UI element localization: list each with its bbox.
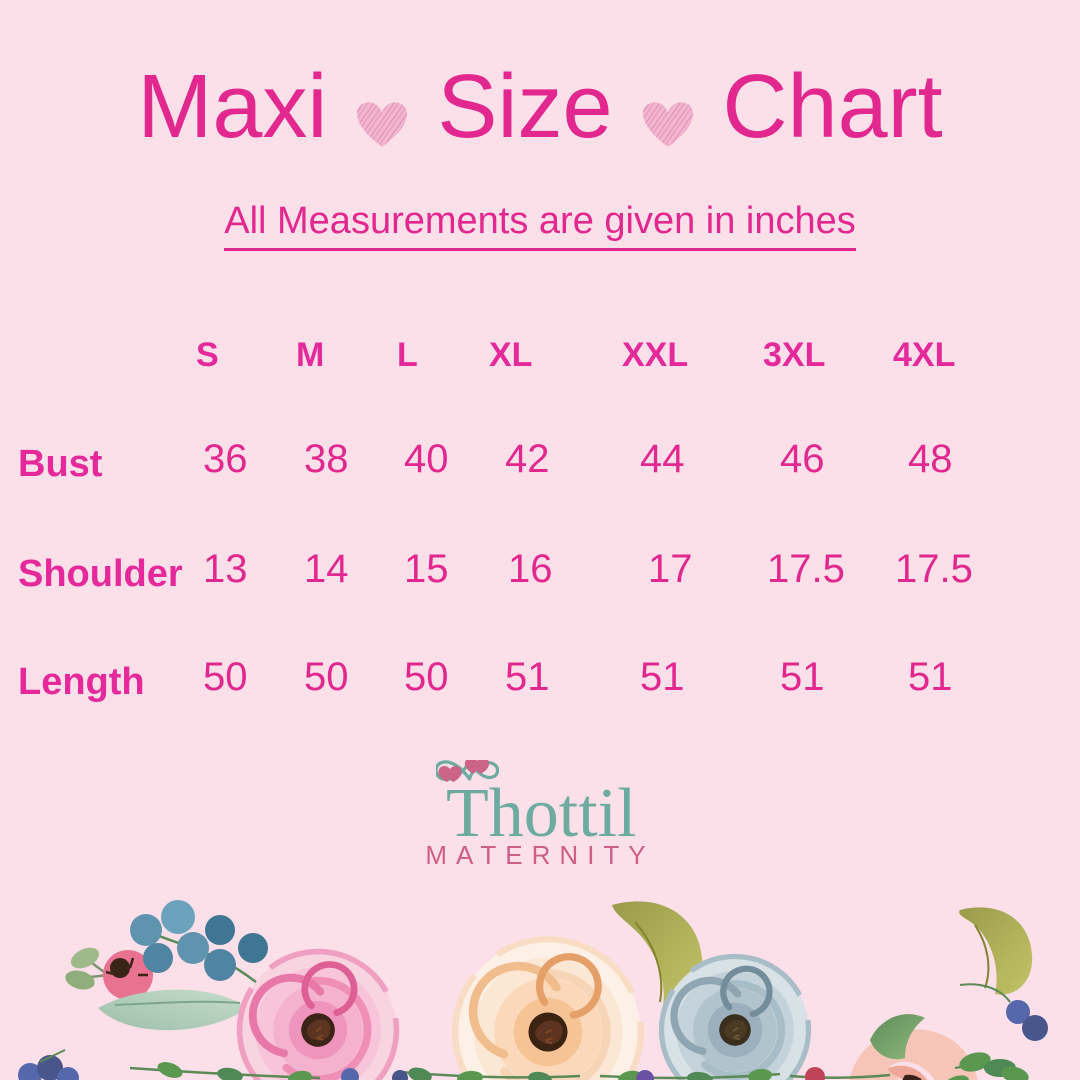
svg-text:Thottil: Thottil <box>446 775 637 844</box>
